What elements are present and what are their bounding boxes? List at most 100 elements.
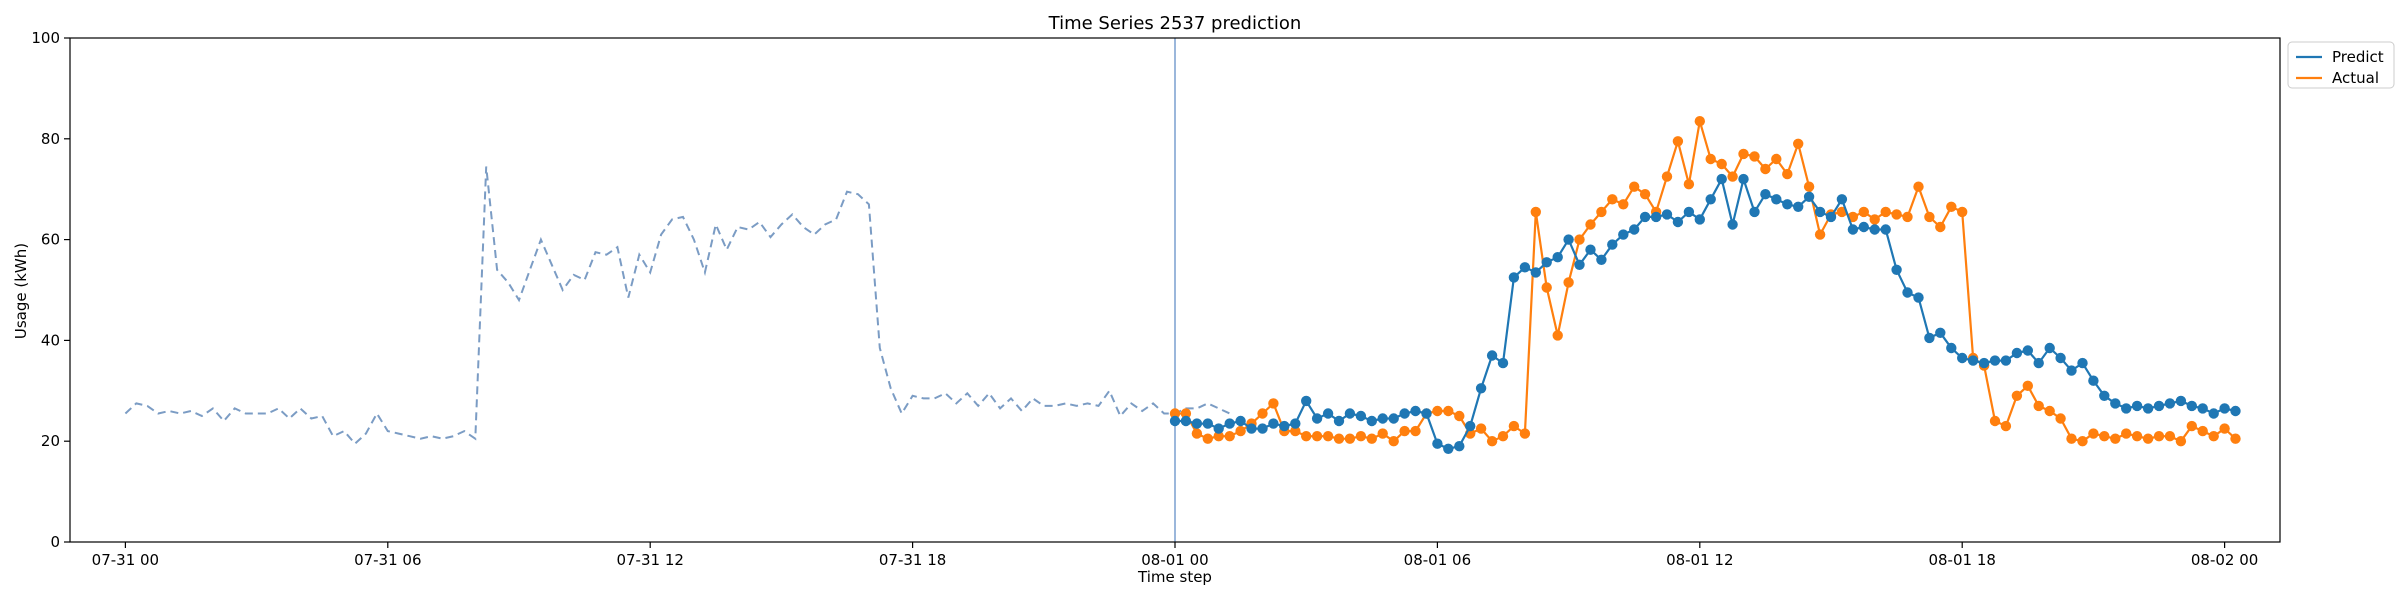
actual-point [1388, 436, 1399, 447]
actual-point [1760, 163, 1771, 175]
predict-point [2186, 400, 2197, 412]
actual-point [2110, 433, 2121, 444]
predict-point [1366, 415, 1378, 427]
actual-point [1869, 214, 1880, 225]
predict-point [1705, 194, 1716, 205]
predict-point [1202, 418, 1214, 429]
predict-point [1650, 211, 1662, 223]
legend-box [2287, 41, 2395, 89]
predict-point [2142, 403, 2154, 414]
predict-point [1421, 408, 1432, 419]
predict-point [1913, 292, 1924, 303]
y-tick-label: 0 [50, 533, 60, 551]
actual-point [1202, 433, 1214, 444]
predict-point [1683, 206, 1695, 218]
y-tick-label: 60 [41, 231, 60, 249]
predict-point [1191, 418, 1203, 429]
actual-point [1344, 433, 1356, 444]
actual-point [1563, 277, 1574, 288]
predict-point [1847, 224, 1859, 235]
predict-point [1388, 413, 1399, 424]
predict-point [1344, 408, 1356, 419]
actual-point [2033, 400, 2044, 412]
predict-point [2197, 403, 2208, 414]
predict-point [2088, 375, 2099, 386]
predict-point [1607, 239, 1618, 250]
predict-point [1738, 173, 1749, 185]
predict-point [1902, 287, 1913, 298]
predict-point [1924, 332, 1935, 344]
actual-point [2077, 436, 2088, 447]
actual-point [1891, 209, 1902, 220]
x-tick-label: 08-01 00 [1141, 551, 1208, 569]
actual-point [2219, 423, 2230, 434]
x-tick-label: 07-31 12 [616, 551, 683, 569]
actual-point [2011, 390, 2023, 401]
actual-point [1508, 420, 1520, 432]
actual-point [1497, 431, 1509, 442]
x-tick-label: 08-01 06 [1404, 551, 1471, 569]
predict-point [1268, 418, 1279, 429]
actual-point [1333, 433, 1345, 444]
actual-point [1322, 431, 1334, 442]
legend-predict-label: Predict [2332, 48, 2384, 66]
actual-point [1366, 433, 1378, 444]
actual-point [2066, 433, 2077, 444]
actual-point [1169, 408, 1181, 419]
predict-point [1235, 415, 1246, 427]
predict-point [1399, 408, 1410, 419]
predict-point [2131, 400, 2143, 412]
actual-point [2099, 431, 2110, 442]
actual-point [1377, 428, 1388, 439]
predict-point [1486, 350, 1498, 361]
actual-point [1989, 415, 2001, 427]
actual-line [1175, 120, 2237, 443]
actual-point [1705, 153, 1716, 165]
actual-point [1180, 408, 1192, 419]
predict-point [1672, 216, 1684, 228]
predict-point [2219, 403, 2230, 414]
actual-point [2000, 420, 2012, 432]
predict-point [1825, 211, 1837, 223]
predict-point [1814, 206, 1826, 218]
predict-point [1771, 194, 1782, 205]
x-tick-label: 08-01 18 [1928, 551, 1995, 569]
predict-point [1508, 272, 1520, 283]
actual-point [2044, 405, 2055, 417]
actual-point [1213, 431, 1224, 442]
actual-point [1716, 158, 1727, 170]
actual-point [2142, 433, 2154, 444]
predict-point [2044, 342, 2055, 354]
actual-point [1661, 171, 1673, 182]
actual-point [1596, 206, 1607, 218]
predict-point [2230, 405, 2241, 417]
actual-point [1552, 330, 1563, 341]
predict-point [1432, 438, 1443, 449]
actual-point [1771, 153, 1782, 165]
actual-point [1410, 425, 1421, 437]
predict-point [2164, 398, 2176, 409]
actual-point [1399, 425, 1410, 437]
predict-point [1377, 413, 1388, 424]
actual-point [2197, 425, 2208, 437]
actual-point [1475, 423, 1487, 434]
chart-title: Time Series 2537 prediction [1048, 13, 1302, 34]
actual-point [1301, 431, 1312, 442]
predict-point [2066, 365, 2077, 376]
predict-point [1454, 441, 1465, 452]
actual-point [1672, 136, 1684, 147]
actual-point [2055, 413, 2066, 424]
actual-point [2164, 431, 2176, 442]
actual-point [1803, 181, 1815, 192]
predict-point [1475, 383, 1487, 394]
axes: 0 20 40 60 80 100 07-31 00 07-31 06 07-31 12 07-3… [31, 29, 2281, 569]
actual-point [1880, 206, 1891, 218]
actual-point [1629, 181, 1640, 192]
predict-point [1585, 244, 1596, 255]
predict-point [1803, 191, 1815, 202]
actual-point [1257, 408, 1268, 419]
predict-point [1760, 189, 1771, 200]
plot-area [124, 38, 2241, 542]
predict-point [2110, 398, 2121, 409]
